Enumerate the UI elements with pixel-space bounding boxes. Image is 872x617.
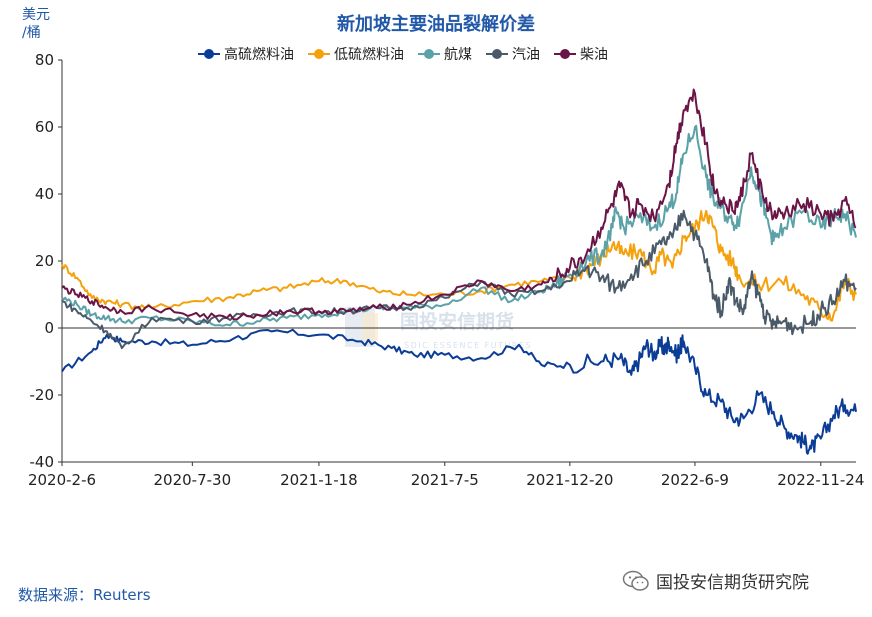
y-axis-unit: 美元 /桶 bbox=[22, 6, 50, 42]
source-note: 数据来源：Reuters bbox=[18, 586, 151, 604]
watermark-logo-accent bbox=[362, 313, 378, 341]
legend-swatch-diesel bbox=[554, 48, 576, 60]
legend-swatch-lsfo bbox=[308, 48, 330, 60]
watermark-center-cn: 国投安信期货 bbox=[400, 310, 514, 333]
y-unit-line1: 美元 bbox=[22, 7, 50, 23]
series-line-gasoline bbox=[61, 209, 857, 350]
chart-title: 新加坡主要油品裂解价差 bbox=[337, 14, 535, 35]
series-line-jet bbox=[61, 124, 857, 327]
legend-item-hsfo: 高硫燃料油 bbox=[198, 44, 294, 64]
x-tick-label: 2021-7-5 bbox=[411, 471, 479, 489]
y-unit-line2: /桶 bbox=[22, 25, 41, 41]
legend-label-gasoline: 汽油 bbox=[512, 47, 540, 63]
legend-item-jet: 航煤 bbox=[418, 44, 472, 64]
y-tick-label: 20 bbox=[35, 252, 54, 270]
legend-item-gasoline: 汽油 bbox=[486, 44, 540, 64]
legend: 高硫燃料油 低硫燃料油 航煤 汽油 柴油 bbox=[198, 44, 608, 64]
y-tick-label: 60 bbox=[35, 118, 54, 136]
axes: -40 -20 0 20 40 60 80 2020-2-6 2020-7-30 2021-1-1… bbox=[28, 51, 864, 489]
series-line-diesel bbox=[61, 88, 857, 321]
watermark-right-text: 国投安信期货研究院 bbox=[656, 573, 809, 593]
watermark-right: 国投安信期货研究院 bbox=[622, 568, 809, 593]
y-tick-label: -20 bbox=[30, 386, 55, 404]
y-tick-label: -40 bbox=[30, 453, 55, 471]
x-tick-label: 2021-1-18 bbox=[280, 471, 358, 489]
series-group bbox=[61, 88, 857, 455]
y-tick-label: 40 bbox=[35, 185, 54, 203]
legend-label-lsfo: 低硫燃料油 bbox=[334, 47, 404, 63]
legend-label-jet: 航煤 bbox=[444, 47, 472, 63]
legend-swatch-gasoline bbox=[486, 48, 508, 60]
legend-item-lsfo: 低硫燃料油 bbox=[308, 44, 404, 64]
y-tick-label: 0 bbox=[44, 319, 54, 337]
x-tick-label: 2022-6-9 bbox=[661, 471, 729, 489]
y-tick-label: 80 bbox=[35, 51, 54, 69]
wechat-icon bbox=[622, 570, 649, 591]
legend-label-diesel: 柴油 bbox=[580, 47, 608, 63]
legend-label-hsfo: 高硫燃料油 bbox=[224, 47, 294, 63]
x-tick-label: 2020-2-6 bbox=[28, 471, 96, 489]
x-tick-label: 2021-12-20 bbox=[526, 471, 613, 489]
series-line-hsfo bbox=[61, 328, 857, 455]
watermark-center-en: SDIC ESSENCE FUTURES bbox=[404, 341, 532, 350]
legend-swatch-hsfo bbox=[198, 48, 220, 60]
x-tick-label: 2022-11-24 bbox=[777, 471, 864, 489]
legend-item-diesel: 柴油 bbox=[554, 44, 608, 64]
legend-swatch-jet bbox=[418, 48, 440, 60]
x-tick-label: 2020-7-30 bbox=[154, 471, 232, 489]
